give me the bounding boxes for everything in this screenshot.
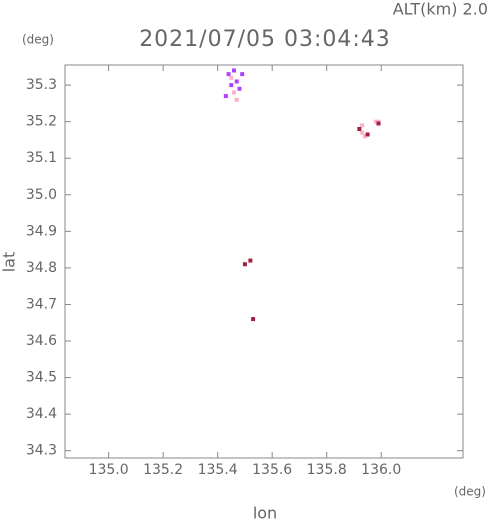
x-tick-label: 135.6 — [252, 462, 292, 478]
radar-echo — [234, 79, 239, 84]
x-unit: (deg) — [454, 485, 486, 499]
y-tick-label: 34.6 — [26, 333, 57, 349]
y-tick-label: 34.3 — [26, 443, 57, 459]
radar-echo — [237, 86, 242, 91]
radar-echo — [251, 317, 256, 322]
altitude-label: ALT(km) 2.0 — [393, 0, 488, 19]
y-tick-label: 35.3 — [26, 77, 57, 93]
radar-echo — [240, 72, 245, 77]
y-tick-label: 35.1 — [26, 150, 57, 166]
radar-echo — [232, 68, 237, 73]
x-tick-label: 135.2 — [143, 462, 183, 478]
y-tick-label: 34.8 — [26, 260, 57, 276]
radar-echo — [357, 126, 362, 131]
radar-echo — [226, 72, 231, 77]
radar-echo — [234, 97, 239, 102]
y-tick-label: 35.2 — [26, 114, 57, 130]
x-tick-label: 135.8 — [307, 462, 347, 478]
y-tick-label: 35.0 — [26, 187, 57, 203]
radar-echo — [229, 83, 234, 88]
y-tick-label: 34.5 — [26, 370, 57, 386]
radar-echo — [248, 258, 253, 263]
radar-echo — [229, 75, 234, 80]
radar-echo — [362, 134, 367, 139]
radar-echo — [223, 94, 228, 99]
x-tick-label: 136.0 — [361, 462, 401, 478]
y-tick-label: 34.9 — [26, 223, 57, 239]
x-tick-label: 135.4 — [198, 462, 238, 478]
y-axis-label: lat — [0, 252, 19, 273]
plot-frame — [64, 64, 464, 459]
radar-echo — [242, 262, 247, 267]
radar-echo — [360, 130, 365, 135]
radar-echo — [232, 90, 237, 95]
chart-title: 2021/07/05 03:04:43 — [139, 27, 391, 52]
y-unit: (deg) — [22, 33, 54, 47]
radar-echo — [360, 123, 365, 128]
x-axis-label: lon — [253, 504, 277, 521]
y-tick-label: 34.7 — [26, 296, 57, 312]
radar-echo — [376, 121, 381, 126]
x-tick-label: 135.0 — [89, 462, 129, 478]
radar-echo — [373, 119, 378, 124]
y-tick-label: 34.4 — [26, 406, 57, 422]
radar-echo — [365, 132, 370, 137]
